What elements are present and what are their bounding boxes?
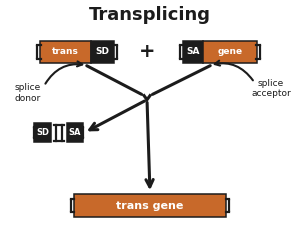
FancyBboxPatch shape (183, 41, 202, 63)
Text: splice
donor: splice donor (14, 83, 41, 103)
Text: SA: SA (186, 47, 200, 56)
Text: +: + (139, 42, 155, 61)
FancyBboxPatch shape (202, 41, 257, 63)
Text: trans gene: trans gene (116, 201, 184, 210)
Text: trans: trans (52, 47, 79, 56)
FancyBboxPatch shape (91, 41, 114, 63)
FancyBboxPatch shape (67, 123, 83, 142)
Text: SD: SD (36, 128, 49, 137)
Text: gene: gene (217, 47, 242, 56)
Text: Transplicing: Transplicing (89, 6, 211, 24)
Text: splice
acceptor: splice acceptor (251, 79, 291, 98)
Text: SD: SD (95, 47, 109, 56)
Text: SA: SA (69, 128, 81, 137)
FancyBboxPatch shape (74, 194, 226, 217)
FancyBboxPatch shape (34, 123, 51, 142)
FancyBboxPatch shape (40, 41, 91, 63)
